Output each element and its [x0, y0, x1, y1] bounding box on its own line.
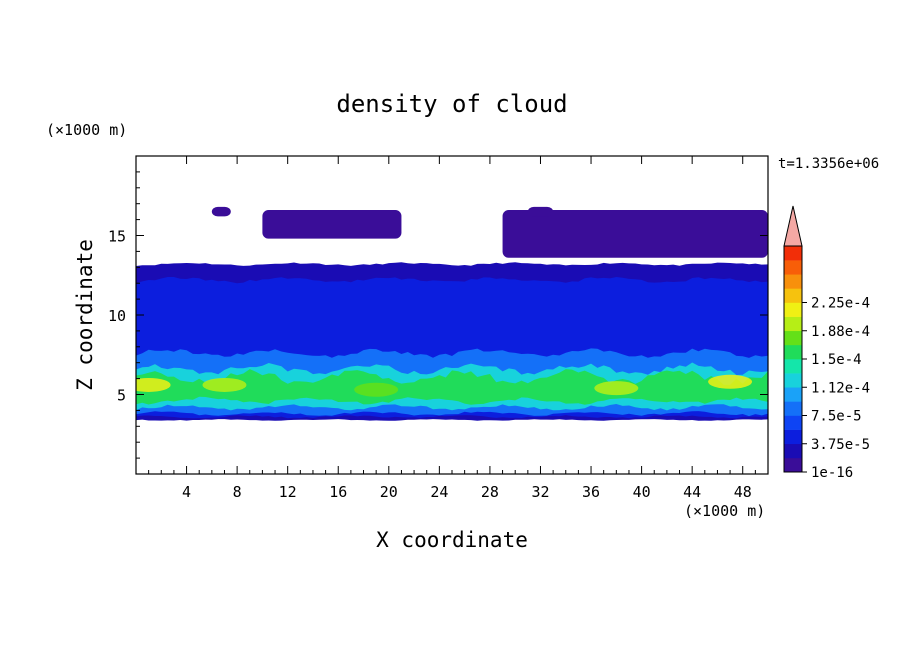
plot-area [136, 156, 768, 474]
x-tick-label: 4 [182, 483, 191, 501]
colorbar-segment [784, 288, 802, 303]
upper-cloud-patch-4 [527, 206, 554, 217]
colorbar-segment [784, 330, 802, 346]
x-unit-label: (×1000 m) [684, 502, 765, 520]
colorbar-label: 2.25e-4 [811, 296, 870, 312]
colorbar-segment [784, 274, 802, 289]
colorbar-segment [784, 457, 802, 473]
colorbar-segment [784, 415, 802, 430]
x-tick-label: 32 [531, 483, 549, 501]
colorbar-extend-arrow [783, 205, 803, 247]
x-tick-label: 24 [430, 483, 448, 501]
x-axis-label: X coordinate [376, 528, 528, 552]
colorbar-segment [784, 359, 802, 374]
colorbar-label: 1.88e-4 [811, 324, 870, 340]
x-tick-label: 8 [233, 483, 242, 501]
colorbar-label: 7.5e-5 [811, 409, 862, 425]
x-tick-label: 48 [734, 483, 752, 501]
upper-cloud-patch-3 [211, 206, 231, 217]
colorbar-segment [784, 373, 802, 388]
colorbar-segment [784, 246, 802, 261]
density-hotspot-1 [136, 377, 171, 392]
y-tick-label: 5 [117, 387, 126, 405]
x-tick-label: 44 [683, 483, 701, 501]
colorbar-segment [784, 316, 802, 332]
colorbar-segment [784, 344, 802, 360]
x-tick-label: 20 [380, 483, 398, 501]
y-axis: 5 10 15 [108, 171, 768, 459]
y-axis-label: Z coordinate [73, 239, 97, 391]
x-tick-label: 12 [279, 483, 297, 501]
x-tick-label: 36 [582, 483, 600, 501]
x-tick-label: 16 [329, 483, 347, 501]
density-hotspot-3 [354, 382, 399, 397]
x-axis: 4 8 12 16 20 24 28 32 36 40 44 48 [148, 156, 756, 501]
density-hotspot-5 [708, 374, 753, 389]
colorbar-label: 1.5e-4 [811, 352, 862, 368]
y-unit-label: (×1000 m) [46, 121, 127, 139]
colorbar-segment [784, 302, 802, 317]
chart-title: density of cloud [336, 90, 567, 118]
x-tick-label: 40 [633, 483, 651, 501]
colorbar-segment [784, 387, 802, 402]
density-hotspot-4 [594, 381, 639, 396]
colorbar-segment [784, 401, 802, 416]
upper-cloud-patch-1 [262, 210, 402, 239]
y-tick-label: 15 [108, 228, 126, 246]
colorbar-segment [784, 260, 802, 275]
colorbar-segment [784, 429, 802, 445]
upper-cloud-patch-2 [502, 210, 768, 258]
colorbar-label: 3.75e-5 [811, 437, 870, 453]
colorbar-label: 1e-16 [811, 465, 853, 481]
colorbar-label: 1.12e-4 [811, 380, 870, 396]
colorbar-segment [784, 443, 802, 459]
y-tick-label: 10 [108, 307, 126, 325]
x-tick-label: 28 [481, 483, 499, 501]
colorbar: 1e-16 3.75e-5 7.5e-5 1.12e-4 1.5e-4 1.88e-4 2.… [783, 205, 870, 481]
time-label: t=1.3356e+06 [778, 156, 879, 172]
cloud-band-5 [136, 369, 768, 405]
density-hotspot-2 [202, 377, 247, 392]
